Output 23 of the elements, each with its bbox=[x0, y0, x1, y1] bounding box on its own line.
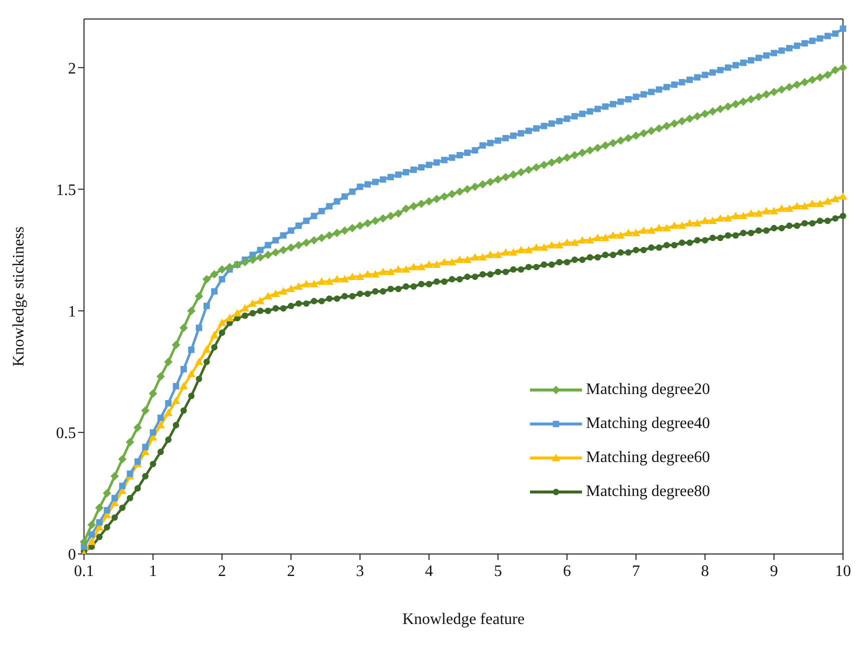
x-tick-label: 2 bbox=[287, 563, 295, 580]
legend-label: Matching degree60 bbox=[586, 449, 710, 467]
x-tick-label: 3 bbox=[356, 563, 364, 580]
x-tick-label: 4 bbox=[425, 563, 433, 580]
x-tick-label: 5 bbox=[494, 563, 502, 580]
y-tick-label: 0.5 bbox=[56, 425, 76, 442]
y-tick-label: 0 bbox=[68, 546, 76, 564]
x-tick-label: 0.1 bbox=[74, 563, 94, 580]
x-tick-label: 1 bbox=[149, 563, 157, 580]
x-tick-label: 6 bbox=[563, 563, 571, 580]
legend-label: Matching degree40 bbox=[586, 415, 710, 433]
y-tick-label: 1.5 bbox=[56, 182, 76, 199]
x-tick-label: 8 bbox=[701, 563, 709, 580]
legend-label: Matching degree80 bbox=[586, 483, 710, 501]
x-tick-label: 7 bbox=[632, 563, 640, 580]
y-axis-title: Knowledge stickiness bbox=[10, 226, 28, 366]
x-axis-title: Knowledge feature bbox=[402, 611, 525, 628]
x-tick-label: 9 bbox=[770, 563, 778, 580]
x-tick-label: 10 bbox=[835, 563, 851, 580]
x-tick-label: 2 bbox=[218, 563, 226, 580]
legend-label: Matching degree20 bbox=[586, 381, 710, 399]
y-tick-label: 2 bbox=[68, 60, 76, 78]
y-tick-label: 1 bbox=[68, 304, 76, 320]
